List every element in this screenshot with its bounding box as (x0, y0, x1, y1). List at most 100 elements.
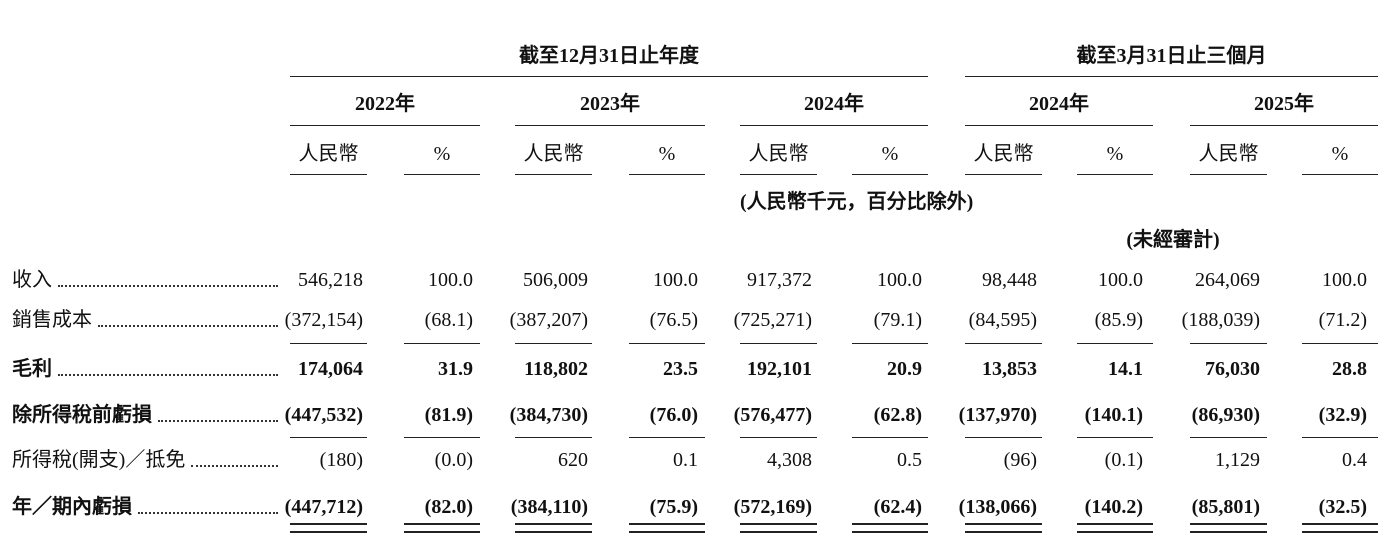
sum-rule (740, 437, 817, 438)
sum-rule (1077, 437, 1153, 438)
double-rule (1190, 523, 1267, 525)
row-label: 收入 (12, 268, 280, 292)
year-rule (515, 125, 705, 126)
cell: (384,730) (509, 404, 588, 426)
double-rule (740, 531, 817, 533)
double-rule (515, 531, 592, 533)
unit: % (881, 143, 899, 165)
year-rule (290, 125, 480, 126)
cell: 100.0 (653, 269, 698, 291)
cell: (137,970) (958, 404, 1037, 426)
cell: (85,801) (1191, 496, 1260, 518)
leader (138, 512, 278, 514)
year: 2024年 (1029, 93, 1089, 115)
cell: (576,477) (733, 404, 812, 426)
cell: 100.0 (428, 269, 473, 291)
cell: (71.2) (1318, 309, 1367, 331)
leader (158, 420, 278, 422)
cell: (84,595) (968, 309, 1037, 331)
cell: (75.9) (649, 496, 698, 518)
sum-rule (1302, 343, 1378, 344)
cell: 31.9 (438, 358, 473, 380)
double-rule (290, 523, 367, 525)
double-rule (1302, 531, 1378, 533)
note: (人民幣千元，百分比除外) (740, 191, 974, 213)
leader (58, 285, 278, 287)
leader (191, 465, 278, 467)
double-rule (740, 523, 817, 525)
unit: 人民幣 (748, 143, 809, 165)
cell: 0.1 (673, 449, 698, 471)
cell: 13,853 (982, 358, 1037, 380)
unit: % (658, 143, 676, 165)
sum-rule (852, 437, 928, 438)
label-text: 除所得稅前虧損 (12, 404, 152, 426)
cell: (82.0) (424, 496, 473, 518)
cell: (62.4) (873, 496, 922, 518)
sum-rule (852, 343, 928, 344)
cell: 100.0 (1322, 269, 1367, 291)
row-label: 年／期內虧損 (12, 495, 280, 519)
cell: 23.5 (663, 358, 698, 380)
unit: 人民幣 (523, 143, 584, 165)
unit: % (1106, 143, 1124, 165)
unit-rule (740, 174, 817, 175)
row-label: 除所得稅前虧損 (12, 403, 280, 427)
unit-rule (1302, 174, 1378, 175)
cell: (384,110) (510, 496, 588, 518)
cell: (76.0) (649, 404, 698, 426)
year-rule (1190, 125, 1378, 126)
group-rule (965, 76, 1378, 77)
cell: 192,101 (747, 358, 812, 380)
double-rule (1077, 523, 1153, 525)
cell: (372,154) (284, 309, 363, 331)
double-rule (852, 531, 928, 533)
sum-rule (965, 343, 1042, 344)
unit: % (433, 143, 451, 165)
unit: 人民幣 (298, 143, 359, 165)
cell: (188,039) (1181, 309, 1260, 331)
group-title: 截至3月31日止三個月 (1076, 45, 1267, 67)
row-label: 所得稅(開支)／抵免 (12, 448, 280, 472)
sum-rule (404, 343, 480, 344)
double-rule (404, 531, 480, 533)
cell: 1,129 (1215, 449, 1260, 471)
cell: (180) (319, 449, 363, 471)
label-text: 年／期內虧損 (12, 496, 132, 518)
cell: (32.9) (1318, 404, 1367, 426)
cell: (387,207) (509, 309, 588, 331)
sum-rule (515, 343, 592, 344)
label-text: 毛利 (12, 358, 52, 380)
double-rule (965, 531, 1042, 533)
double-rule (852, 523, 928, 525)
sum-rule (515, 437, 592, 438)
year: 2022年 (355, 93, 415, 115)
sum-rule (290, 437, 367, 438)
year: 2023年 (580, 93, 640, 115)
double-rule (1302, 523, 1378, 525)
unit: 人民幣 (1198, 143, 1259, 165)
unit: % (1331, 143, 1349, 165)
cell: 174,064 (298, 358, 363, 380)
unaudited: (未經審計) (1126, 229, 1220, 251)
unit-rule (965, 174, 1042, 175)
sum-rule (1077, 343, 1153, 344)
unit-rule (629, 174, 705, 175)
group-rule (290, 76, 928, 77)
cell: 0.5 (897, 449, 922, 471)
double-rule (629, 531, 705, 533)
sum-rule (1190, 343, 1267, 344)
cell: (0.0) (434, 449, 473, 471)
double-rule (404, 523, 480, 525)
cell: 620 (558, 449, 588, 471)
sum-rule (629, 437, 705, 438)
unit: 人民幣 (973, 143, 1034, 165)
double-rule (1077, 531, 1153, 533)
leader (58, 374, 278, 376)
cell: 100.0 (1098, 269, 1143, 291)
cell: 28.8 (1332, 358, 1367, 380)
cell: 76,030 (1205, 358, 1260, 380)
label-text: 所得稅(開支)／抵免 (12, 449, 186, 471)
cell: (138,066) (958, 496, 1037, 518)
